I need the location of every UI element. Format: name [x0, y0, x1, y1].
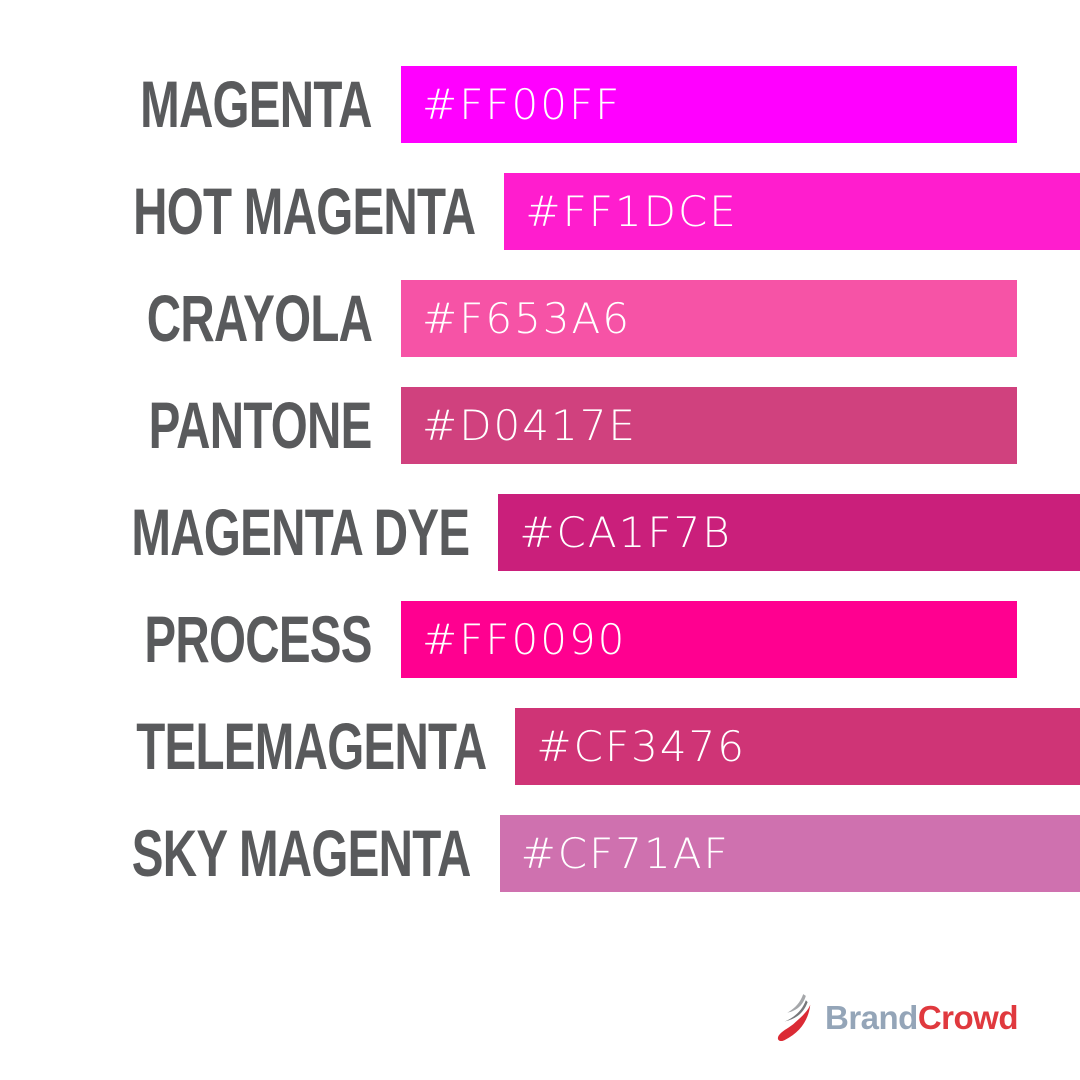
logo-brand-text: Brand [824, 999, 918, 1036]
palette-row: CRAYOLA #F653A6 [0, 280, 1080, 357]
color-palette-list: MAGENTA #FF00FF HOT MAGENTA #FF1DCE CRAY… [0, 66, 1080, 922]
color-name-text: SKY MAGENTA [131, 816, 472, 890]
palette-row: MAGENTA DYE #CA1F7B [0, 494, 1080, 571]
color-name-text: MAGENTA DYE [131, 495, 470, 569]
hex-code-label: #FF1DCE [525, 187, 738, 236]
color-swatch: #CF3476 [515, 708, 1080, 785]
color-name-label: MAGENTA [0, 66, 372, 143]
hex-code-label: #CA1F7B [519, 508, 732, 557]
hex-code-label: #FF0090 [422, 615, 627, 664]
palette-row: PROCESS #FF0090 [0, 601, 1080, 678]
color-swatch: #D0417E [401, 387, 1017, 464]
brandcrowd-logo: BrandCrowd [774, 990, 1019, 1046]
color-name-text: TELEMAGENTA [136, 709, 487, 783]
color-name-text: CRAYOLA [146, 281, 372, 355]
color-swatch: #FF0090 [401, 601, 1017, 678]
brandcrowd-wordmark: BrandCrowd [824, 999, 1019, 1037]
palette-row: MAGENTA #FF00FF [0, 66, 1080, 143]
color-name-label: CRAYOLA [0, 280, 372, 357]
color-name-label: SKY MAGENTA [0, 815, 472, 892]
logo-crowd-text: Crowd [917, 999, 1019, 1036]
hex-code-label: #FF00FF [422, 80, 622, 129]
brandcrowd-swoosh-icon [777, 994, 811, 1042]
color-swatch: #FF00FF [401, 66, 1017, 143]
color-swatch: #FF1DCE [504, 173, 1080, 250]
palette-row: TELEMAGENTA #CF3476 [0, 708, 1080, 785]
color-name-text: HOT MAGENTA [133, 174, 476, 248]
color-name-text: PROCESS [144, 602, 373, 676]
color-name-text: MAGENTA [140, 67, 372, 141]
color-name-label: HOT MAGENTA [0, 173, 476, 250]
hex-code-label: #D0417E [422, 401, 637, 450]
color-swatch: #CF71AF [499, 815, 1080, 892]
hex-code-label: #F653A6 [422, 294, 631, 343]
hex-code-label: #CF3476 [536, 722, 746, 771]
palette-row: SKY MAGENTA #CF71AF [0, 815, 1080, 892]
color-name-label: PROCESS [0, 601, 373, 678]
palette-row: HOT MAGENTA #FF1DCE [0, 173, 1080, 250]
color-swatch: #CA1F7B [498, 494, 1080, 571]
color-swatch: #F653A6 [401, 280, 1017, 357]
color-name-label: MAGENTA DYE [0, 494, 470, 571]
color-name-label: PANTONE [0, 387, 373, 464]
hex-code-label: #CF71AF [520, 829, 730, 878]
color-name-text: PANTONE [149, 388, 373, 462]
color-name-label: TELEMAGENTA [0, 708, 487, 785]
palette-row: PANTONE #D0417E [0, 387, 1080, 464]
